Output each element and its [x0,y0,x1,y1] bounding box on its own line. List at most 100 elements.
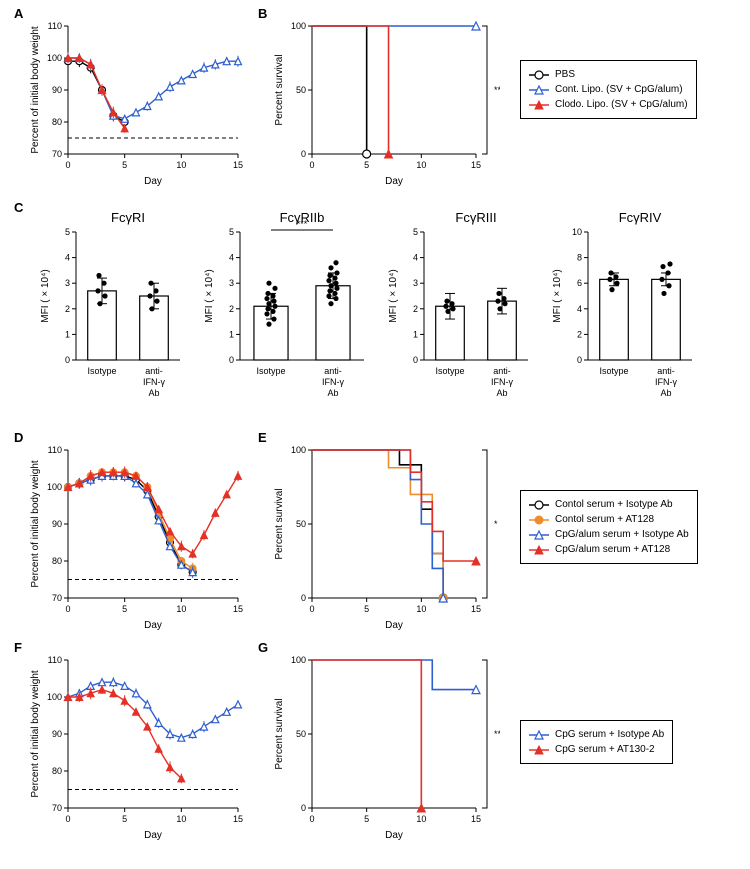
svg-text:FcγRIII: FcγRIII [455,210,496,225]
svg-text:**: ** [494,85,500,95]
svg-text:15: 15 [233,160,243,170]
svg-text:4: 4 [65,253,70,263]
svg-text:2: 2 [413,304,418,314]
svg-text:1: 1 [65,329,70,339]
svg-text:Percent of initial body weight: Percent of initial body weight [30,26,41,154]
svg-text:Percent survival: Percent survival [274,54,285,125]
svg-text:0: 0 [65,160,70,170]
svg-text:15: 15 [471,814,481,824]
svg-text:0: 0 [301,803,306,813]
svg-text:80: 80 [52,766,62,776]
panel-label-D: D [14,430,23,445]
svg-text:1: 1 [413,329,418,339]
legend-AB: PBSCont. Lipo. (SV + CpG/alum)Clodo. Lip… [520,60,697,119]
chart-C-FcgRIV: FcγRIV0246810MFI ( × 10⁴)Isotypeanti-IFN… [548,208,698,418]
legend-label: CpG serum + Isotype Ab [555,727,664,742]
svg-text:Percent survival: Percent survival [274,488,285,559]
svg-text:100: 100 [47,482,62,492]
svg-text:4: 4 [229,253,234,263]
svg-text:anti-: anti- [657,366,675,376]
svg-text:FcγRIV: FcγRIV [619,210,662,225]
svg-text:Percent of initial body weight: Percent of initial body weight [30,460,41,588]
legend-label: CpG/alum serum + Isotype Ab [555,527,689,542]
svg-text:0: 0 [309,814,314,824]
svg-text:Day: Day [144,830,162,841]
svg-text:10: 10 [176,604,186,614]
chart-G-survival: 050100051015DayPercent survival** [270,652,500,842]
svg-text:50: 50 [296,85,306,95]
legend-label: Clodo. Lipo. (SV + CpG/alum) [555,97,688,112]
svg-text:Isotype: Isotype [599,366,628,376]
svg-text:50: 50 [296,729,306,739]
svg-text:IFN-γ: IFN-γ [322,377,344,387]
svg-text:4: 4 [413,253,418,263]
svg-text:10: 10 [416,604,426,614]
svg-text:5: 5 [364,814,369,824]
svg-text:3: 3 [65,278,70,288]
svg-text:15: 15 [233,814,243,824]
svg-text:MFI ( × 10⁴): MFI ( × 10⁴) [40,269,51,322]
chart-E-survival: 050100051015DayPercent survival* [270,442,500,632]
svg-text:70: 70 [52,149,62,159]
legend-item: Contol serum + AT128 [529,512,689,527]
svg-text:90: 90 [52,519,62,529]
svg-text:Ab: Ab [148,388,159,398]
legend-item: Contol serum + Isotype Ab [529,497,689,512]
svg-text:5: 5 [364,160,369,170]
svg-text:80: 80 [52,117,62,127]
panel-label-B: B [258,6,267,21]
svg-text:10: 10 [572,227,582,237]
svg-text:0: 0 [577,355,582,365]
svg-text:100: 100 [47,692,62,702]
svg-text:anti-: anti- [493,366,511,376]
svg-text:0: 0 [65,604,70,614]
svg-text:Isotype: Isotype [256,366,285,376]
svg-text:1: 1 [229,329,234,339]
svg-text:FcγRI: FcγRI [111,210,145,225]
svg-text:100: 100 [47,53,62,63]
svg-text:0: 0 [65,355,70,365]
legend-label: CpG/alum serum + AT128 [555,542,670,557]
svg-text:5: 5 [65,227,70,237]
svg-text:10: 10 [416,814,426,824]
svg-text:MFI ( × 10⁴): MFI ( × 10⁴) [204,269,215,322]
svg-text:0: 0 [309,604,314,614]
legend-item: Cont. Lipo. (SV + CpG/alum) [529,82,688,97]
svg-text:5: 5 [122,604,127,614]
chart-C-FcgRI: FcγRI012345MFI ( × 10⁴)Isotypeanti-IFN-γ… [36,208,186,418]
svg-text:Day: Day [144,620,162,631]
svg-text:10: 10 [416,160,426,170]
svg-text:***: *** [297,219,308,229]
svg-text:6: 6 [577,278,582,288]
svg-text:5: 5 [364,604,369,614]
svg-text:90: 90 [52,729,62,739]
svg-text:anti-: anti- [145,366,163,376]
legend-FG: CpG serum + Isotype AbCpG serum + AT130-… [520,720,673,764]
panel-label-C: C [14,200,23,215]
legend-label: Contol serum + Isotype Ab [555,497,673,512]
svg-text:10: 10 [176,160,186,170]
svg-text:80: 80 [52,556,62,566]
svg-text:Ab: Ab [496,388,507,398]
svg-text:MFI ( × 10⁴): MFI ( × 10⁴) [388,269,399,322]
svg-text:5: 5 [229,227,234,237]
svg-text:MFI ( × 10⁴): MFI ( × 10⁴) [552,269,563,322]
svg-text:5: 5 [413,227,418,237]
svg-text:100: 100 [291,21,306,31]
chart-B-survival: 050100051015DayPercent survival** [270,18,500,188]
chart-F-bodyweight: 708090100110051015DayPercent of initial … [26,652,246,842]
svg-text:0: 0 [301,149,306,159]
svg-text:110: 110 [48,21,62,31]
panel-label-E: E [258,430,267,445]
svg-text:Day: Day [144,176,162,187]
svg-text:*: * [494,519,498,529]
svg-text:Day: Day [385,620,403,631]
svg-text:2: 2 [65,304,70,314]
chart-C-FcgRIIb: FcγRIIb012345MFI ( × 10⁴)Isotypeanti-IFN… [200,208,370,418]
panel-label-A: A [14,6,23,21]
svg-text:4: 4 [577,304,582,314]
legend-label: PBS [555,67,575,82]
svg-text:110: 110 [48,445,62,455]
chart-A-bodyweight: 708090100110051015DayPercent of initial … [26,18,246,188]
svg-text:2: 2 [577,329,582,339]
